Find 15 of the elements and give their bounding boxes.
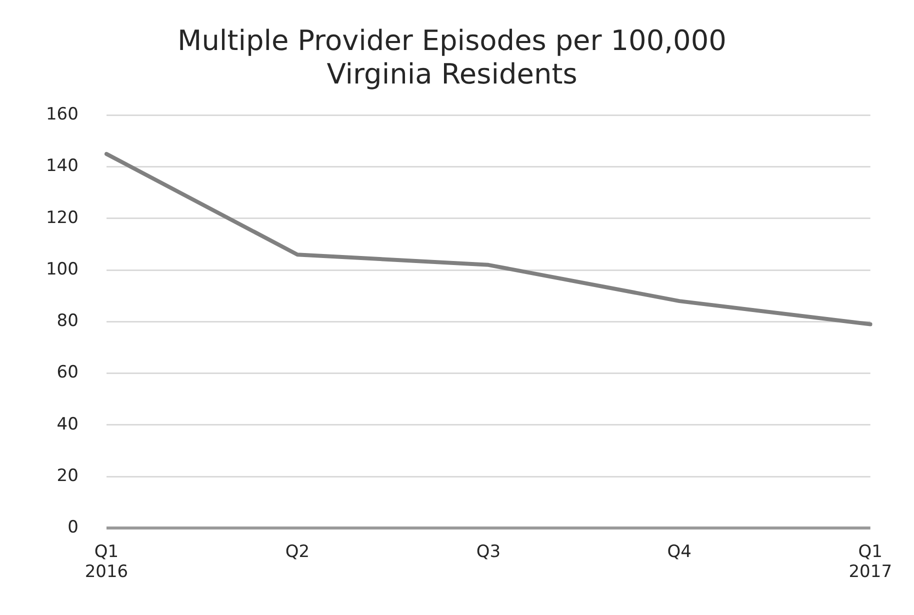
y-tick-label: 20	[56, 466, 78, 486]
y-tick-label: 100	[46, 259, 78, 280]
chart-title: Multiple Provider Episodes per 100,000 Virginia Residents	[178, 24, 726, 91]
x-tick-label: Q1 2016	[84, 542, 128, 582]
x-tick-label: Q1 2017	[848, 542, 892, 582]
y-tick-label: 80	[56, 311, 78, 332]
x-tick-label: Q2	[285, 542, 310, 562]
y-tick-label: 60	[56, 362, 78, 383]
y-tick-label: 0	[68, 518, 78, 538]
x-tick-label: Q3	[476, 542, 501, 562]
y-tick-label: 120	[46, 208, 78, 228]
y-tick-label: 40	[56, 414, 78, 434]
y-tick-label: 140	[46, 156, 78, 176]
y-tick-label: 160	[46, 104, 78, 125]
x-tick-label: Q4	[667, 542, 692, 562]
